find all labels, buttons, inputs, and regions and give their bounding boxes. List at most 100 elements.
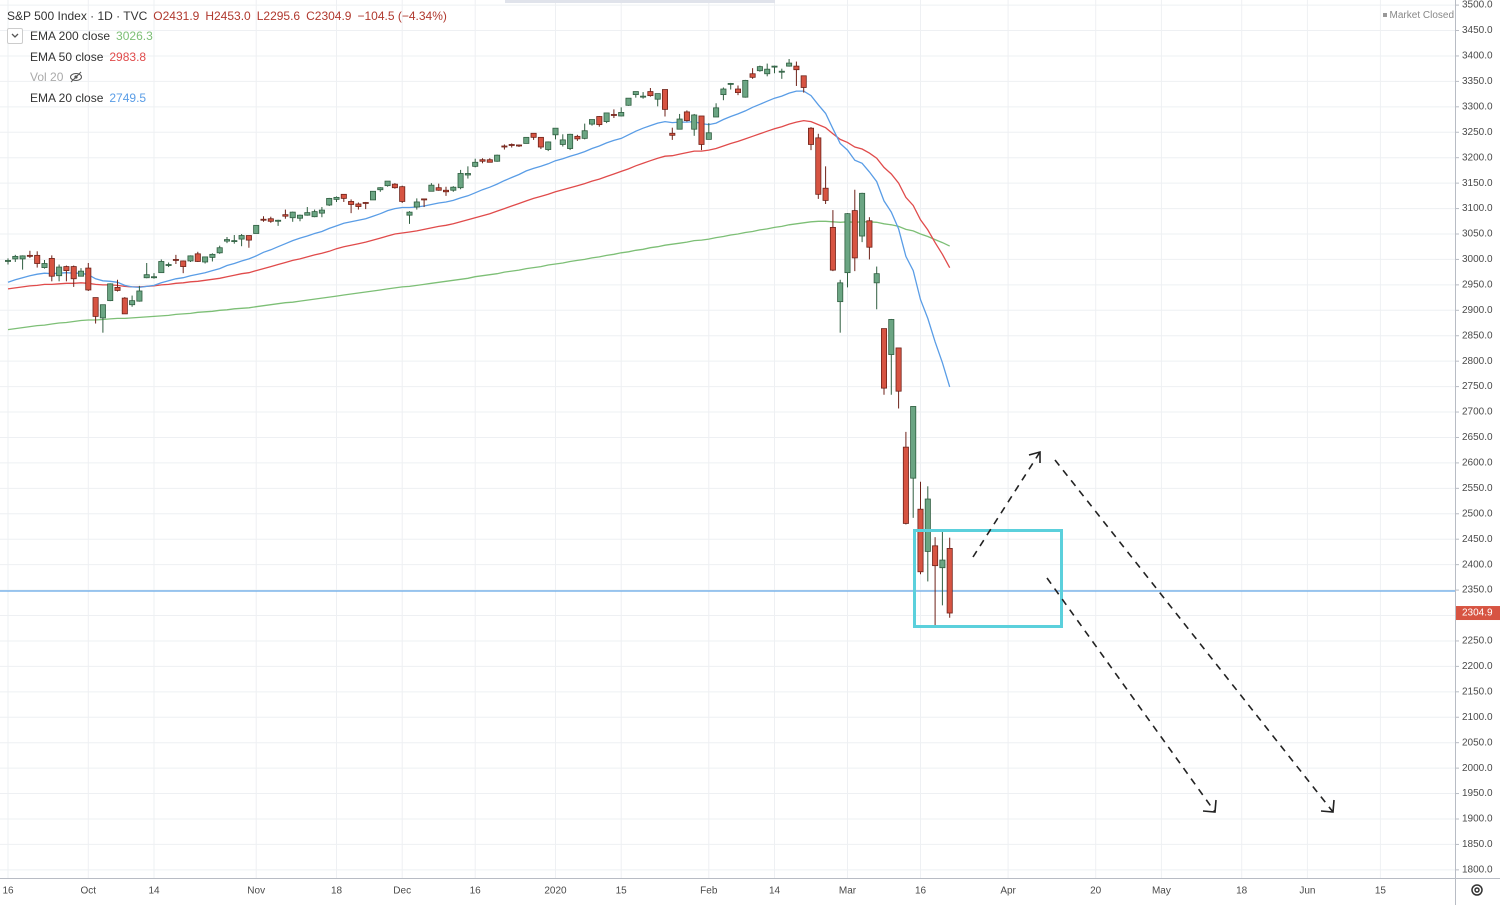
candle-body — [881, 328, 888, 389]
candle-body — [698, 115, 705, 145]
candle-body — [121, 297, 128, 315]
y-tick-label: 2950.0 — [1462, 280, 1493, 291]
low-label: L2295.6 — [256, 9, 301, 23]
y-tick-label: 3500.0 — [1462, 0, 1493, 11]
candle-body — [275, 219, 282, 222]
x-tick-label: 2020 — [544, 886, 567, 897]
candle-body — [603, 112, 610, 122]
change-label: −104.5 (−4.34%) — [357, 9, 447, 23]
candle-body — [902, 446, 909, 524]
indicator-row[interactable]: EMA 200 close 3026.3 — [30, 26, 447, 47]
market-status-text: Market Closed — [1389, 10, 1454, 21]
candle-body — [662, 89, 669, 110]
candle-body — [683, 111, 690, 121]
candle-body — [589, 119, 596, 125]
y-tick-label: 2400.0 — [1462, 559, 1493, 570]
candle-body — [742, 79, 749, 98]
candle-body — [596, 116, 603, 126]
collapse-button[interactable] — [7, 28, 23, 44]
x-tick-label: 15 — [1375, 886, 1387, 897]
candle-body — [516, 144, 523, 147]
candle-body — [910, 406, 917, 479]
last-price-label: 2304.9 — [1462, 608, 1493, 619]
candle-body — [917, 508, 924, 573]
y-tick-label: 1950.0 — [1462, 788, 1493, 799]
candle-body — [932, 545, 939, 567]
candle-body — [136, 290, 143, 302]
candle-body — [501, 145, 508, 148]
candle-body — [413, 201, 420, 208]
arrow-head — [1028, 450, 1041, 463]
candle-body — [735, 88, 742, 93]
candle-body — [946, 548, 953, 614]
candle-body — [355, 203, 362, 207]
candle-body — [574, 135, 581, 140]
x-tick-label: Feb — [700, 886, 718, 897]
candle-body — [464, 173, 471, 176]
candle-body — [340, 193, 347, 199]
indicator-row[interactable]: EMA 20 close 2749.5 — [30, 88, 447, 109]
candle-body — [691, 114, 698, 130]
candle-body — [888, 319, 895, 355]
candle-body — [114, 287, 121, 291]
y-tick-label: 2350.0 — [1462, 585, 1493, 596]
candle-body — [70, 266, 77, 280]
candle-body — [837, 282, 844, 303]
candle-body — [756, 66, 763, 72]
y-tick-label: 2600.0 — [1462, 458, 1493, 469]
candle-body — [428, 184, 435, 192]
settings-icon[interactable] — [1471, 884, 1483, 896]
x-tick-label: 14 — [769, 886, 781, 897]
candle-body — [720, 88, 727, 96]
indicator-value: 2749.5 — [109, 90, 147, 105]
y-tick-label: 3450.0 — [1462, 25, 1493, 36]
candle-body — [654, 93, 661, 100]
indicator-row[interactable]: EMA 50 close 2983.8 — [30, 47, 447, 68]
candle-body — [369, 190, 376, 201]
indicator-name: EMA 200 close — [30, 29, 111, 44]
candle-body — [202, 256, 209, 263]
candle-body — [764, 68, 771, 75]
symbol-title: S&P 500 Index · 1D · TVC — [7, 9, 148, 23]
candle-body — [866, 220, 873, 248]
candle-body — [800, 75, 807, 88]
indicator-row[interactable]: Vol 20 — [30, 67, 447, 88]
indicator-name: EMA 50 close — [30, 49, 104, 64]
grid — [0, 0, 1455, 878]
x-tick-label: 16 — [470, 886, 482, 897]
candle-body — [669, 132, 676, 136]
x-tick-label: 18 — [1236, 886, 1248, 897]
candle-body — [216, 247, 223, 254]
candle-body — [829, 226, 836, 271]
candle-body — [859, 192, 866, 237]
toolbar-edge — [505, 0, 775, 3]
candle-body — [851, 210, 858, 259]
plot — [5, 59, 953, 626]
candle-body — [209, 253, 216, 258]
candle-body — [165, 264, 172, 266]
candle-body — [676, 118, 683, 130]
x-tick-label: Nov — [247, 886, 265, 897]
candle-body — [318, 209, 325, 214]
y-tick-label: 2850.0 — [1462, 330, 1493, 341]
candle-body — [260, 218, 267, 221]
high-label: H2453.0 — [205, 9, 251, 23]
gear[interactable] — [1471, 884, 1483, 896]
candle-body — [296, 214, 303, 219]
indicator-value: 3026.3 — [116, 29, 153, 44]
candle-body — [793, 65, 800, 71]
candle-body — [253, 224, 260, 234]
y-tick-label: 2100.0 — [1462, 712, 1493, 723]
candle-body — [494, 154, 501, 162]
y-tick-label: 2750.0 — [1462, 381, 1493, 392]
gear-hub[interactable] — [1474, 887, 1480, 893]
candle-body — [187, 255, 194, 262]
candle-body — [808, 127, 815, 145]
candle-body — [508, 144, 515, 146]
arrow-head — [1320, 799, 1335, 813]
candle-body — [786, 62, 793, 67]
candle-body — [41, 263, 48, 268]
candle-body — [705, 132, 712, 140]
